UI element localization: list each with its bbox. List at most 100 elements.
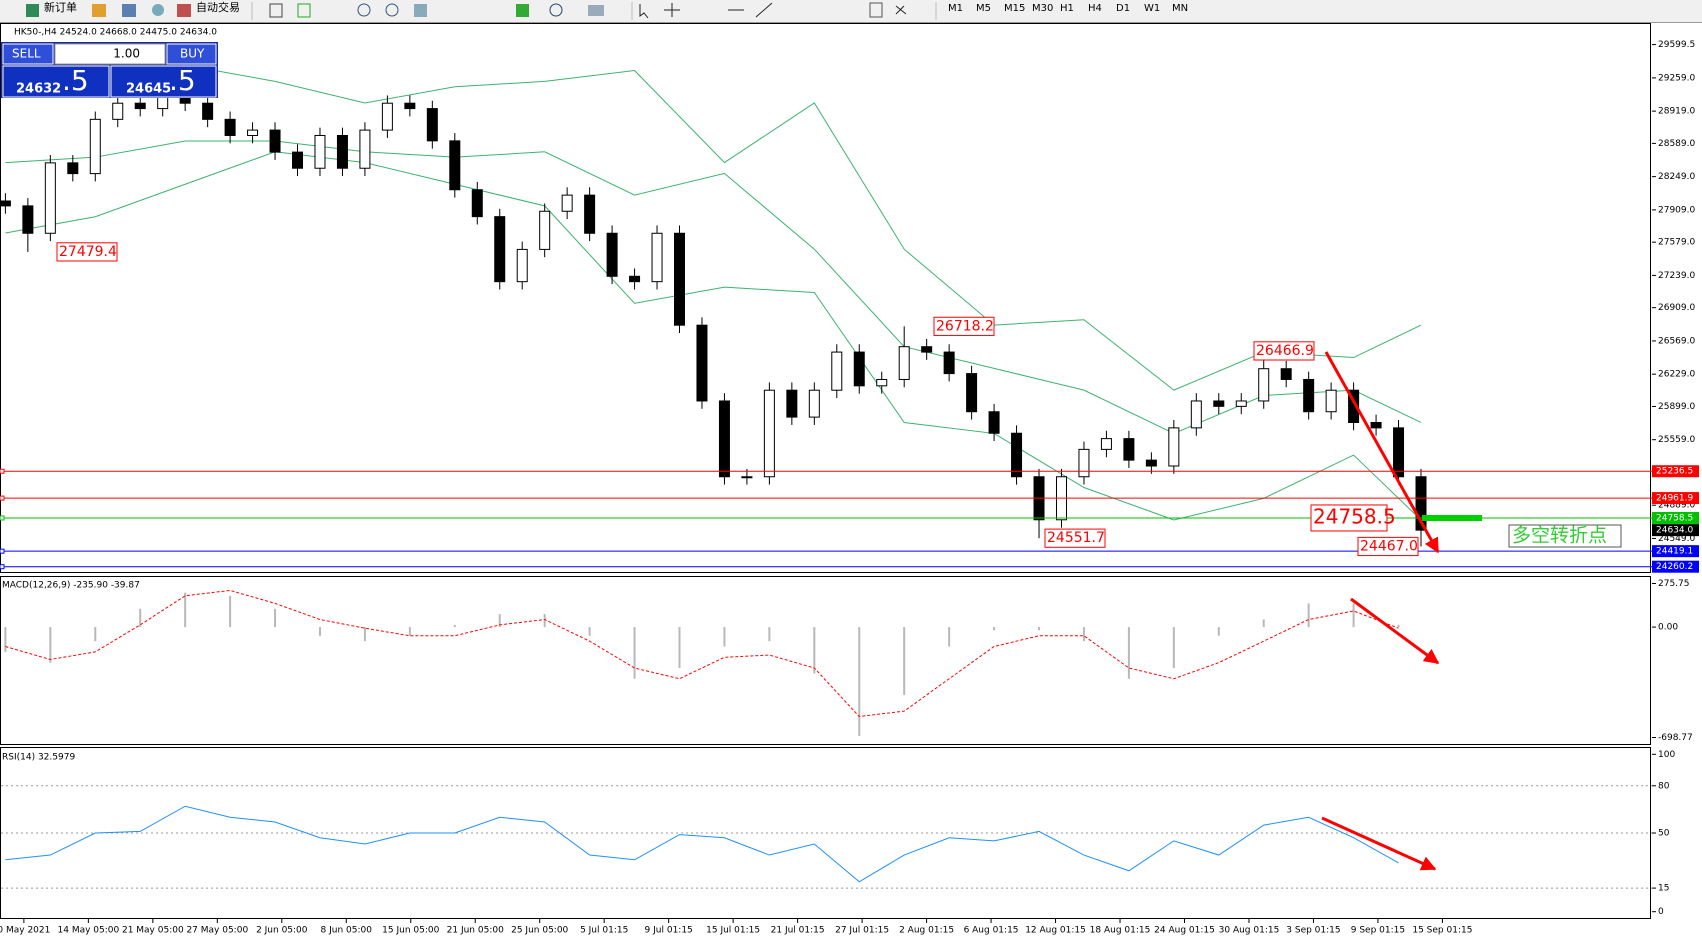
level-handle	[0, 515, 5, 521]
ask-price-box[interactable]	[110, 65, 217, 98]
level-label-bg	[1652, 492, 1699, 505]
macd-bar	[858, 627, 861, 737]
timeframe-button[interactable]: D1	[1116, 3, 1130, 14]
timeframe-button[interactable]: M5	[976, 3, 991, 14]
trend-arrow	[1324, 351, 1440, 554]
x-tick-label: 18 Aug 01:15	[1090, 926, 1151, 936]
annotation-box	[1310, 504, 1388, 532]
auto-trading-button[interactable]: 自动交易	[196, 0, 240, 14]
candle-body	[336, 134, 348, 169]
indicators-icon[interactable]	[516, 4, 529, 17]
timeframe-button[interactable]: H4	[1088, 3, 1102, 14]
level-label: 24758.5	[1656, 513, 1693, 523]
annotation-label: 26718.2	[936, 318, 994, 334]
new-order-button[interactable]: 新订单	[44, 0, 77, 14]
x-tick-label: 25 Jun 05:00	[511, 926, 568, 936]
toolbar-icon[interactable]	[122, 4, 136, 17]
toolbar-group: 新订单 自动交易 M1 M5 M15 M30 H1 H4 D1 W1 MN	[26, 0, 1188, 20]
lots-input[interactable]	[54, 43, 166, 65]
level-label: 24260.2	[1656, 562, 1693, 572]
macd-bar	[1262, 619, 1265, 628]
new-order-icon[interactable]	[26, 4, 39, 17]
x-tick-label: 8 Jun 05:00	[321, 926, 373, 936]
toolbar-icon[interactable]	[297, 3, 311, 18]
x-tick-label: 15 Sep 01:15	[1412, 926, 1472, 936]
timeframe-button[interactable]: H1	[1060, 3, 1074, 14]
candle-body	[1348, 389, 1360, 423]
sell-label[interactable]: SELL	[12, 47, 41, 61]
main-panel	[0, 23, 1651, 573]
buy-button[interactable]	[166, 43, 217, 65]
macd-bar	[948, 627, 951, 647]
candle-body	[696, 324, 708, 402]
y-tick-label: 26569.0	[1658, 336, 1695, 346]
macd-bar	[184, 592, 187, 628]
x-tick-label: 15 Jul 01:15	[706, 926, 760, 936]
buy-label[interactable]: BUY	[180, 47, 205, 61]
level-label: 24419.1	[1656, 547, 1693, 557]
level-handle	[0, 495, 5, 501]
level-label-bg	[1652, 465, 1699, 478]
macd-bar	[49, 627, 52, 663]
macd-bar	[723, 627, 726, 647]
timeframe-button[interactable]: M15	[1004, 3, 1025, 14]
y-tick-label: 100	[1658, 750, 1675, 760]
toolbar-icon[interactable]	[269, 3, 283, 18]
annotation-label: 24758.5	[1313, 504, 1396, 528]
candle-body	[202, 102, 214, 120]
candle-body	[1393, 427, 1405, 478]
candle-body	[449, 140, 461, 191]
zoom-out-icon[interactable]	[385, 3, 399, 17]
macd-signal	[5, 589, 1399, 718]
timeframe-button[interactable]: W1	[1144, 3, 1160, 14]
y-tick-label: 50	[1658, 829, 1670, 839]
macd-bar	[543, 614, 546, 628]
toolbar-icon[interactable]	[92, 4, 106, 17]
annotation-box	[1357, 536, 1419, 557]
zoom-in-icon[interactable]	[357, 3, 371, 17]
y-tick-label: 26229.0	[1658, 370, 1695, 380]
templates-icon[interactable]	[588, 5, 604, 16]
text-icon[interactable]	[869, 2, 883, 18]
timeframe-button[interactable]: M1	[948, 3, 963, 14]
y-tick-label: 275.75	[1658, 579, 1690, 589]
candle-body	[943, 351, 955, 375]
toolbar-icon[interactable]	[414, 4, 427, 17]
candle-body	[1011, 432, 1023, 478]
candle-body	[22, 205, 34, 234]
trendline-icon[interactable]	[755, 2, 773, 18]
ask-fraction: .5	[169, 64, 196, 97]
macd-bar	[498, 614, 501, 628]
macd-bar	[1352, 603, 1355, 628]
candle-body	[292, 151, 304, 169]
crosshair-icon[interactable]	[664, 3, 680, 17]
candle-body	[1235, 400, 1247, 407]
y-tick-label: 25559.0	[1658, 435, 1695, 445]
x-tick-label: 2 Jun 05:00	[256, 926, 308, 936]
timeframe-button[interactable]: M30	[1032, 3, 1053, 14]
y-tick-label: 24549.0	[1658, 534, 1695, 544]
toolbar-icon[interactable]	[152, 4, 164, 16]
bollinger-middle	[5, 140, 1422, 434]
cursor-icon[interactable]	[639, 4, 649, 19]
candle-body	[808, 389, 820, 418]
candle-body	[1078, 448, 1090, 478]
level-handle	[0, 564, 5, 570]
arrows-icon[interactable]	[895, 5, 907, 15]
timeframe-button[interactable]: MN	[1172, 3, 1188, 14]
macd-bar	[274, 608, 277, 628]
annotation-box	[1044, 528, 1106, 548]
candle-body	[224, 118, 236, 136]
annotation-label: 24551.7	[1047, 530, 1105, 546]
y-tick-label: 27579.0	[1658, 238, 1695, 248]
bid-price-box[interactable]	[2, 65, 110, 98]
sell-button[interactable]	[2, 43, 54, 65]
last-price-label: 24634.0	[1656, 526, 1693, 536]
lots-value[interactable]: 1.00	[113, 47, 140, 61]
periods-icon[interactable]	[549, 3, 563, 17]
y-tick-label: 0	[1658, 907, 1664, 917]
macd-bar	[363, 627, 366, 642]
auto-trading-icon[interactable]	[177, 4, 191, 17]
candle-body	[67, 162, 79, 175]
candle-body	[988, 411, 1000, 434]
